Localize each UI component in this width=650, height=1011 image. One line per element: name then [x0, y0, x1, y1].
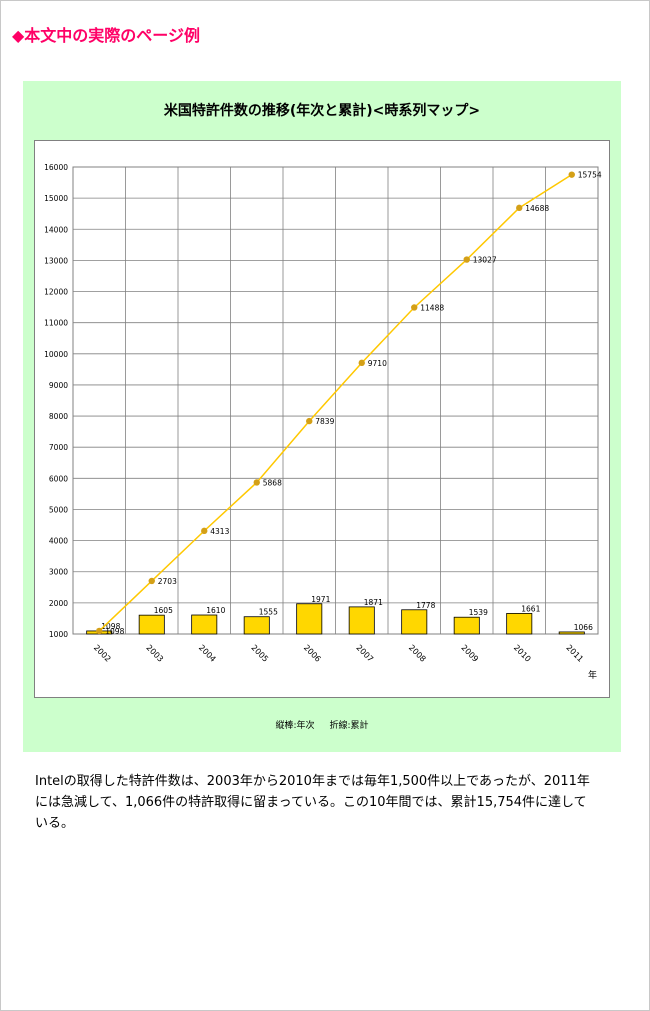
- y-tick-label: 7000: [49, 443, 68, 452]
- bar-data-label: 1661: [521, 604, 540, 613]
- bar-data-label: 1971: [311, 595, 330, 604]
- y-tick-label: 8000: [49, 412, 68, 421]
- line-point: [411, 304, 418, 311]
- bar: [506, 613, 533, 635]
- caption-bar-series: 縦棒:年次: [275, 721, 315, 731]
- x-tick-label: 2003: [144, 643, 165, 664]
- chart-svg: 1000 2000 3000 4000 5000 6000 7000 8000 9000 1000…: [44, 163, 602, 681]
- bar: [138, 614, 165, 635]
- line-data-label: 11488: [420, 303, 444, 312]
- line-data-label: 14688: [525, 204, 549, 213]
- bar-data-label: 1605: [154, 606, 173, 615]
- bar-data-label: 1555: [259, 608, 278, 617]
- y-tick-label: 5000: [49, 505, 68, 514]
- y-tick-label: 13000: [44, 256, 68, 265]
- bar: [401, 609, 428, 635]
- bar-data-label: 1539: [469, 608, 488, 617]
- line-point: [516, 204, 523, 212]
- line-point: [96, 627, 103, 635]
- line-data-label: 7839: [315, 417, 334, 426]
- line-point: [358, 359, 365, 367]
- y-tick-label: 14000: [44, 225, 68, 234]
- x-tick-label: 2005: [249, 643, 270, 664]
- y-tick-label: 3000: [49, 568, 68, 577]
- x-tick-label: 2007: [354, 643, 375, 664]
- y-tick-label: 15000: [44, 194, 68, 203]
- x-tick-label: 2011: [564, 643, 585, 664]
- bar: [191, 614, 218, 635]
- body-text: Intelの取得した特許件数は、2003年から2010年までは毎年1,500件以…: [35, 771, 595, 834]
- page-heading: ◆本文中の実際のページ例: [12, 26, 200, 45]
- line-point: [306, 417, 313, 425]
- x-tick-label: 2009: [459, 643, 480, 664]
- body-paragraph: Intelの取得した特許件数は、2003年から2010年までは毎年1,500件以…: [35, 774, 590, 831]
- line-point: [463, 256, 470, 263]
- bar-data-label: 1066: [574, 623, 593, 632]
- bar: [348, 606, 375, 635]
- bar-data-label: 1778: [416, 601, 435, 610]
- chart-caption: 縦棒:年次 折線:累計: [23, 718, 621, 731]
- line-data-label: 9710: [368, 359, 387, 368]
- bar: [453, 616, 480, 635]
- bar: [558, 631, 585, 635]
- y-tick-label: 6000: [49, 474, 68, 483]
- caption-line-series: 折線:累計: [329, 721, 369, 731]
- line-data-label: 4313: [210, 527, 229, 536]
- y-tick-label: 11000: [44, 319, 68, 328]
- x-tick-label: 2002: [92, 643, 113, 664]
- y-tick-label: 1000: [49, 630, 68, 639]
- line-point: [568, 171, 575, 178]
- line-point: [148, 577, 155, 585]
- y-tick-label: 10000: [44, 350, 68, 359]
- line-data-label: 5868: [263, 478, 282, 487]
- x-tick-label: 2010: [512, 643, 533, 664]
- y-tick-label: 16000: [44, 163, 68, 172]
- x-axis-label: 年: [588, 669, 597, 681]
- line-data-label: 13027: [473, 256, 497, 265]
- x-tick-label: 2006: [302, 643, 323, 664]
- x-tick-label: 2004: [197, 643, 218, 664]
- line-data-label: 15754: [578, 171, 602, 180]
- y-tick-label: 12000: [44, 288, 68, 297]
- line-data-label: 1098: [105, 627, 124, 636]
- line-data-label: 2703: [158, 577, 177, 586]
- x-tick-label: 2008: [407, 643, 428, 664]
- bar-data-label: 1871: [364, 598, 383, 607]
- line-point: [201, 527, 208, 535]
- bar-data-label: 1098: [101, 622, 120, 631]
- bar: [243, 616, 270, 635]
- y-tick-label: 2000: [49, 599, 68, 608]
- y-tick-label: 9000: [49, 381, 68, 390]
- y-tick-label: 4000: [49, 537, 68, 546]
- chart-title: 米国特許件数の推移(年次と累計)<時系列マップ>: [163, 103, 481, 119]
- bar: [296, 603, 323, 635]
- bar-data-label: 1610: [206, 606, 225, 615]
- line-point: [253, 479, 260, 486]
- cumulative-line: [98, 174, 573, 632]
